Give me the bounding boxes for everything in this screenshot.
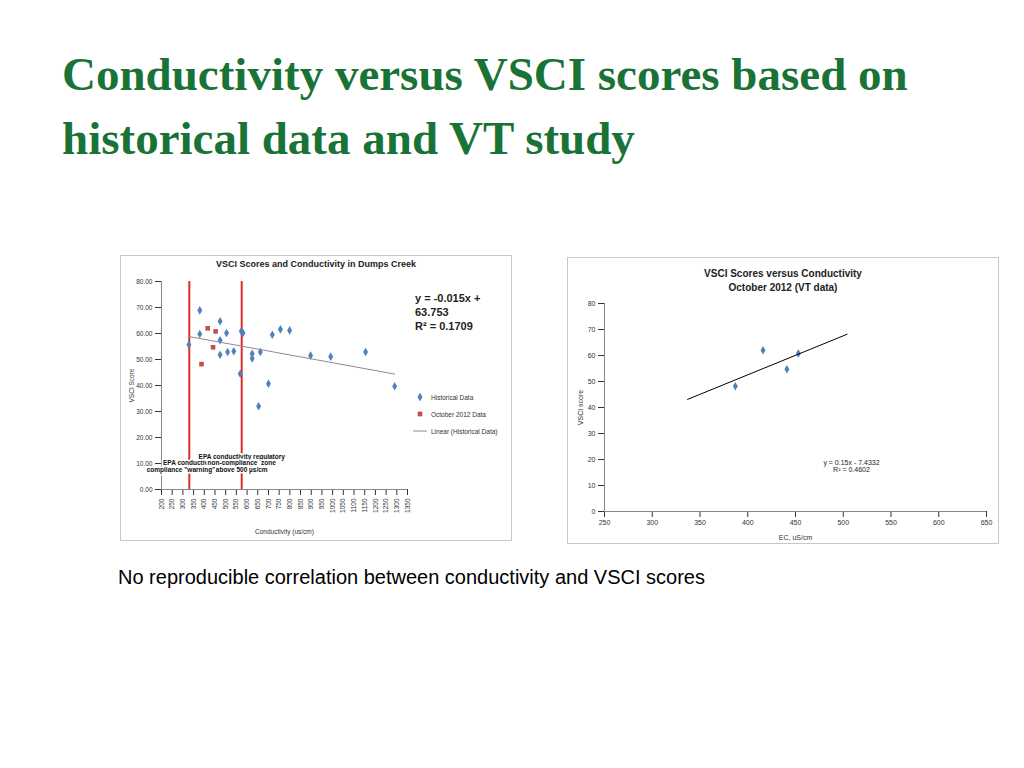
svg-text:1050: 1050 <box>339 498 346 513</box>
svg-text:450: 450 <box>790 519 802 526</box>
svg-text:600: 600 <box>933 519 945 526</box>
svg-text:50: 50 <box>588 378 596 385</box>
svg-text:1100: 1100 <box>350 498 357 512</box>
svg-text:950: 950 <box>318 498 325 509</box>
svg-text:0.00: 0.00 <box>140 486 153 493</box>
svg-text:y = 0.15x - 7.4332R² = 0.4602: y = 0.15x - 7.4332R² = 0.4602 <box>823 459 879 473</box>
svg-text:650: 650 <box>254 498 261 509</box>
svg-text:40.00: 40.00 <box>136 382 153 389</box>
svg-text:EPA conductivity regulatorynon: EPA conductivity regulatorynon-complianc… <box>199 453 286 474</box>
svg-text:50.00: 50.00 <box>136 356 153 363</box>
svg-text:80.00: 80.00 <box>136 278 153 285</box>
svg-text:70.00: 70.00 <box>136 304 153 311</box>
svg-text:650: 650 <box>981 519 993 526</box>
svg-text:VSCI Score: VSCI Score <box>128 368 135 402</box>
svg-text:600: 600 <box>243 498 250 509</box>
svg-text:1350: 1350 <box>404 498 411 513</box>
svg-text:10: 10 <box>588 482 596 489</box>
svg-text:400: 400 <box>200 498 207 509</box>
svg-text:300: 300 <box>179 498 186 509</box>
svg-text:500: 500 <box>222 498 229 509</box>
svg-text:Conductivity (us/cm): Conductivity (us/cm) <box>255 528 314 536</box>
svg-text:1300: 1300 <box>393 498 400 513</box>
svg-text:550: 550 <box>232 498 239 509</box>
svg-text:30: 30 <box>588 430 596 437</box>
svg-text:20: 20 <box>588 456 596 463</box>
svg-text:20.00: 20.00 <box>136 434 153 441</box>
svg-text:250: 250 <box>168 498 175 509</box>
svg-text:350: 350 <box>190 498 197 509</box>
svg-text:1000: 1000 <box>329 498 336 513</box>
svg-text:300: 300 <box>646 519 658 526</box>
svg-text:0: 0 <box>592 508 596 515</box>
svg-text:850: 850 <box>297 498 304 509</box>
svg-text:750: 750 <box>275 498 282 509</box>
svg-text:1150: 1150 <box>361 498 368 512</box>
svg-text:200: 200 <box>158 498 165 509</box>
svg-text:700: 700 <box>265 498 272 509</box>
svg-text:900: 900 <box>307 498 314 509</box>
svg-text:30.00: 30.00 <box>136 408 153 415</box>
svg-text:1250: 1250 <box>382 498 389 513</box>
svg-text:500: 500 <box>837 519 849 526</box>
svg-text:60.00: 60.00 <box>136 330 153 337</box>
svg-text:40: 40 <box>588 404 596 411</box>
svg-text:70: 70 <box>588 326 596 333</box>
svg-text:400: 400 <box>742 519 754 526</box>
svg-text:350: 350 <box>694 519 706 526</box>
svg-text:1200: 1200 <box>371 498 378 513</box>
svg-text:EC, uS/cm: EC, uS/cm <box>779 534 813 541</box>
svg-text:80: 80 <box>588 300 596 307</box>
svg-text:800: 800 <box>286 498 293 509</box>
svg-text:60: 60 <box>588 352 596 359</box>
svg-text:250: 250 <box>599 519 611 526</box>
svg-text:VSCI score: VSCI score <box>577 390 584 426</box>
svg-text:450: 450 <box>211 498 218 509</box>
svg-text:550: 550 <box>885 519 897 526</box>
